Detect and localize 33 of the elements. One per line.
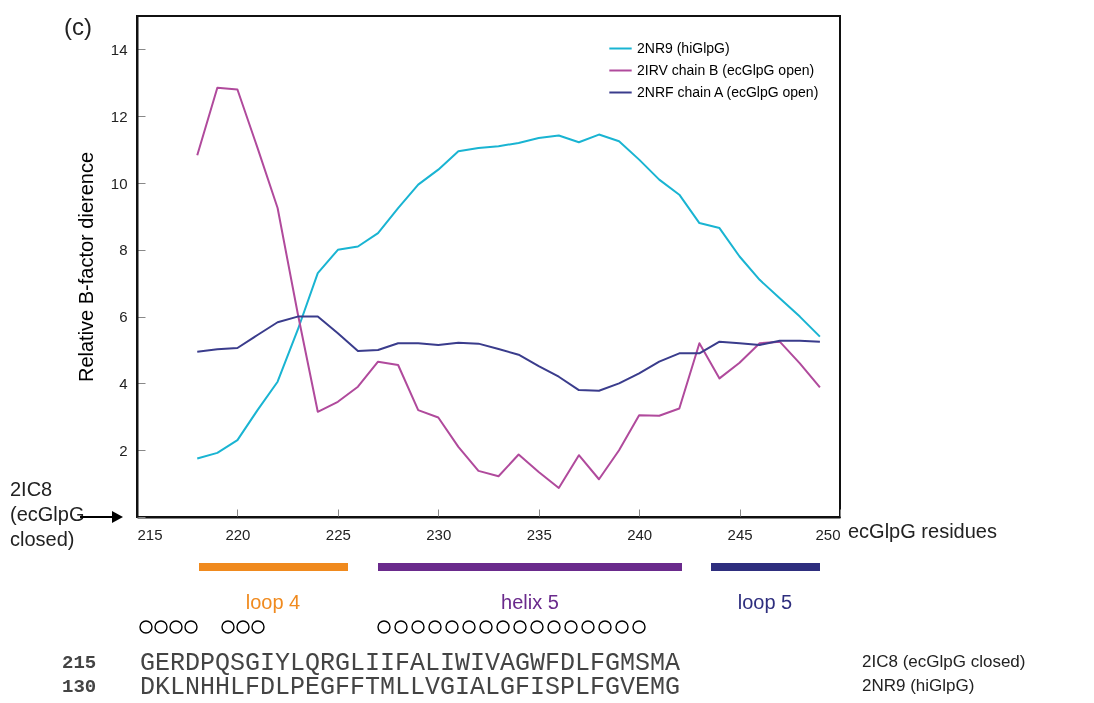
y-tick-label: 4 [119,374,128,392]
line-series [196,86,821,489]
legend-label: 2IRV chain B (ecGlpG open) [637,61,815,78]
y-tick-label: 14 [110,40,128,58]
y-tick-label: 10 [110,174,128,192]
line-series [196,315,821,392]
text: helix 5 [501,591,559,613]
chart-title: (c) [64,13,92,40]
text: 215 [62,652,97,674]
legend-label: 2NR9 (hiGlpG) [637,39,730,56]
line-series [196,133,821,460]
text: 2IC8 (ecGlpG closed) [10,478,85,550]
text: loop 5 [737,591,793,613]
x-tick-label: 240 [627,525,653,543]
y-tick-label: 2 [119,441,128,459]
text: GERDPQSGIYLQRGLIIFALIWIVAGWFDLFGMSMA [140,649,681,678]
y-tick-label: 12 [110,107,128,125]
text: 130 [62,676,97,698]
x-tick-label: 235 [526,525,552,543]
legend-label: 2NRF chain A (ecGlpG open) [637,83,819,100]
x-tick-label: 220 [225,525,251,543]
x-tick-label: 225 [325,525,351,543]
x-tick-label: 250 [815,525,841,543]
x-tick-label: 230 [426,525,452,543]
x-axis-title: ecGlpG residues [848,520,997,542]
text: 2IC8 (ecGlpG closed) [862,652,1026,671]
y-axis-title: Relative B-factor dierence [74,151,97,383]
y-tick-label: 6 [119,308,128,326]
text: 2NR9 (hiGlpG) [862,676,975,695]
text: loop 4 [245,591,301,613]
y-tick-label: 8 [119,241,128,259]
x-tick-label: 245 [727,525,753,543]
x-tick-label: 215 [137,525,163,543]
